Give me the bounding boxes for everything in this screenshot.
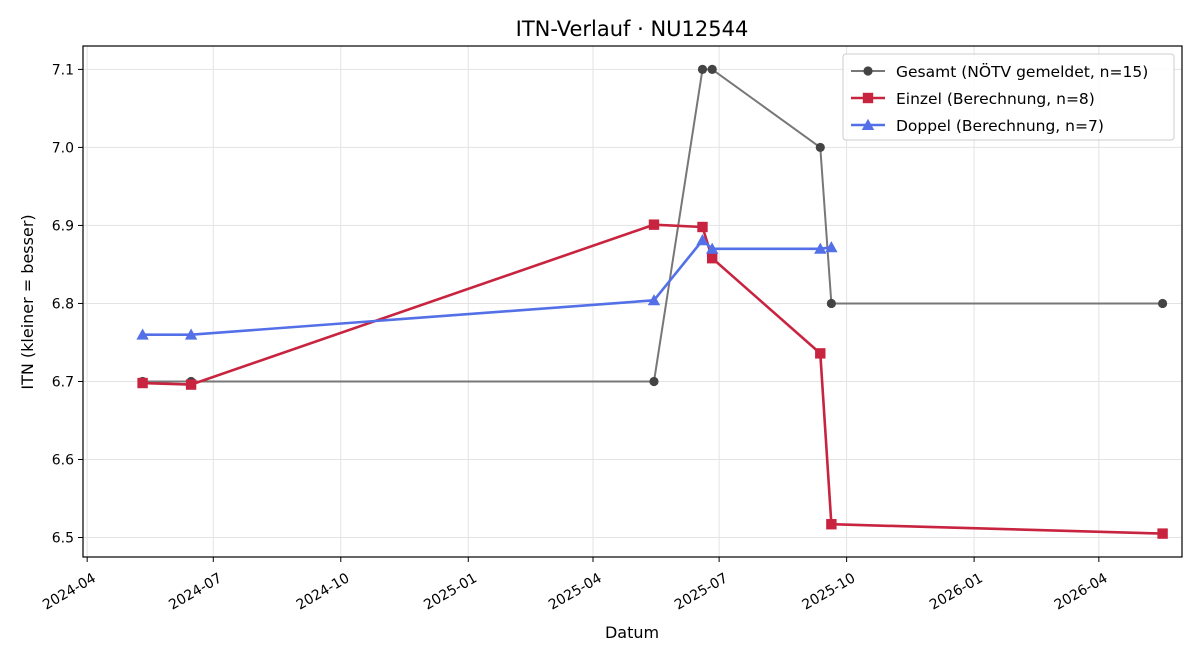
data-point: [185, 379, 197, 390]
legend-item: Einzel (Berechnung, n=8): [851, 90, 1095, 108]
data-point: [707, 64, 717, 75]
y-tick-label: 6.6: [52, 452, 74, 468]
y-tick-label: 6.7: [52, 374, 74, 390]
legend-marker: [863, 66, 873, 76]
y-tick-label: 7.0: [52, 140, 74, 156]
y-axis-label: ITN (kleiner = besser): [18, 214, 37, 389]
data-point: [697, 64, 708, 75]
data-point: [136, 328, 149, 340]
data-point: [648, 219, 660, 230]
legend: Gesamt (NÖTV gemeldet, n=15) Einzel (Bere…: [842, 53, 1175, 141]
legend-marker: [861, 118, 875, 130]
series-line: [142, 223, 1163, 535]
x-tick-label: 2025-01: [421, 570, 480, 613]
axis-ticks: 2024-04 2024-07 2024-10 2025-01 2025-04 2025-…: [40, 62, 1110, 613]
data-point: [696, 234, 709, 246]
plot-area-frame: [82, 45, 1183, 558]
data-point: [814, 242, 827, 254]
x-tick-label: 2025-10: [800, 570, 859, 613]
legend-label: Gesamt (NÖTV gemeldet, n=15): [896, 62, 1148, 81]
data-point: [137, 377, 148, 389]
data-point: [647, 294, 661, 306]
legend-item: Doppel (Berechnung, n=7): [851, 117, 1104, 135]
x-tick-label: 2025-07: [672, 570, 731, 613]
series-line: [142, 238, 832, 336]
x-tick-label: 2026-04: [1052, 570, 1111, 613]
x-tick-label: 2024-10: [294, 570, 353, 613]
x-tick-label: 2026-01: [927, 570, 986, 613]
series-layer: [136, 64, 1168, 539]
data-point: [815, 142, 825, 153]
y-tick-label: 7.1: [52, 62, 74, 78]
data-point: [184, 328, 198, 340]
x-tick-label: 2024-04: [40, 570, 99, 613]
data-point: [825, 241, 838, 253]
x-tick-label: 2024-07: [166, 570, 225, 613]
series-1: [137, 219, 1168, 539]
x-tick-label: 2025-04: [546, 570, 605, 613]
y-tick-label: 6.9: [52, 218, 74, 234]
x-axis-label: Datum: [605, 623, 659, 642]
series-line: [142, 68, 1163, 383]
legend-label: Doppel (Berechnung, n=7): [896, 117, 1104, 135]
series-2: [136, 234, 838, 340]
chart-title: ITN-Verlauf · NU12544: [516, 17, 749, 41]
y-tick-label: 6.5: [52, 530, 74, 546]
y-tick-label: 6.8: [52, 296, 74, 312]
data-point: [1157, 298, 1168, 309]
data-point: [697, 221, 708, 233]
legend-box: [842, 53, 1175, 141]
legend-label: Einzel (Berechnung, n=8): [896, 90, 1095, 108]
data-point: [706, 253, 718, 264]
data-point: [1157, 528, 1168, 539]
data-point: [815, 348, 826, 359]
data-point: [826, 298, 836, 309]
legend-item: Gesamt (NÖTV gemeldet, n=15): [851, 62, 1148, 81]
legend-marker: [862, 92, 874, 104]
data-point: [649, 376, 659, 387]
data-point: [705, 242, 719, 254]
data-point: [826, 519, 837, 530]
